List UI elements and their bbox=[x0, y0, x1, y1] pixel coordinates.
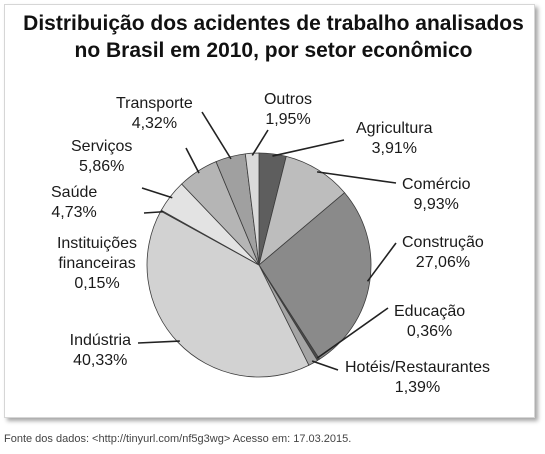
slice-label-8: Saúde 4,73% bbox=[51, 184, 97, 221]
slice-name: Hotéis/Restaurantes bbox=[345, 359, 490, 376]
slice-name: financeiras bbox=[58, 255, 135, 272]
slice-label-4: Educação 0,36% bbox=[394, 303, 465, 340]
slice-name: Agricultura bbox=[356, 120, 433, 137]
slice-label-11: Outros 1,95% bbox=[264, 91, 312, 128]
slice-value: 27,06% bbox=[416, 254, 470, 271]
slice-value: 9,93% bbox=[414, 196, 459, 213]
source-note: Fonte dos dados: <http://tinyurl.com/nf5… bbox=[4, 433, 352, 445]
pie-slices bbox=[146, 152, 372, 378]
slice-name: Saúde bbox=[51, 184, 97, 201]
slice-label-1: Agricultura 3,91% bbox=[356, 120, 433, 157]
pie-slice-11 bbox=[244, 152, 260, 266]
slice-value: 5,86% bbox=[79, 158, 124, 175]
leader-line-9 bbox=[185, 147, 200, 174]
slice-name: Educação bbox=[394, 303, 465, 320]
chart-title-line-2: no Brasil em 2010, por setor econômico bbox=[74, 39, 473, 62]
leader-lines bbox=[137, 111, 397, 371]
leader-line-4 bbox=[316, 307, 389, 359]
slice-value: 4,32% bbox=[132, 115, 177, 132]
slice-label-10: Transporte 4,32% bbox=[116, 95, 193, 132]
slice-name: Outros bbox=[264, 91, 312, 108]
slice-value: 40,33% bbox=[73, 352, 127, 369]
slice-labels: Agricultura 3,91% Comércio 9,93% Construção 2… bbox=[51, 91, 490, 396]
slice-label-2: Comércio 9,93% bbox=[402, 176, 471, 213]
slice-name: Serviços bbox=[71, 138, 132, 155]
leader-line-3 bbox=[366, 242, 397, 282]
pie-slice-6 bbox=[146, 210, 310, 378]
slice-name: Indústria bbox=[70, 332, 131, 349]
slice-value: 1,39% bbox=[395, 379, 440, 396]
slice-label-6: Indústria 40,33% bbox=[70, 332, 131, 369]
slice-label-3: Construção 27,06% bbox=[402, 234, 484, 271]
slice-label-9: Serviços 5,86% bbox=[71, 138, 132, 175]
slice-name: Instituições bbox=[57, 235, 137, 252]
leader-line-8 bbox=[141, 187, 173, 199]
slice-name: Comércio bbox=[402, 176, 471, 193]
leader-line-1 bbox=[272, 139, 345, 157]
leader-line-11 bbox=[251, 129, 269, 156]
leader-line-5 bbox=[311, 360, 339, 371]
leader-line-6 bbox=[137, 340, 180, 344]
slice-value: 3,91% bbox=[372, 140, 417, 157]
slice-name: Construção bbox=[402, 234, 484, 251]
slice-name: Transporte bbox=[116, 95, 193, 112]
slice-value: 4,73% bbox=[51, 204, 96, 221]
slice-label-5: Hotéis/Restaurantes 1,39% bbox=[345, 359, 490, 396]
chart-title: Distribuição dos acidentes de trabalho a… bbox=[14, 10, 533, 64]
leader-line-7 bbox=[143, 210, 164, 214]
pie-slice-3 bbox=[258, 192, 372, 360]
chart-title-line-1: Distribuição dos acidentes de trabalho a… bbox=[23, 12, 524, 35]
slice-value: 1,95% bbox=[265, 111, 310, 128]
slice-value: 0,36% bbox=[407, 323, 452, 340]
leader-line-10 bbox=[201, 111, 232, 160]
slice-label-7: Instituições financeiras 0,15% bbox=[57, 235, 137, 292]
leader-line-2 bbox=[316, 171, 397, 184]
slice-value: 0,15% bbox=[74, 275, 119, 292]
